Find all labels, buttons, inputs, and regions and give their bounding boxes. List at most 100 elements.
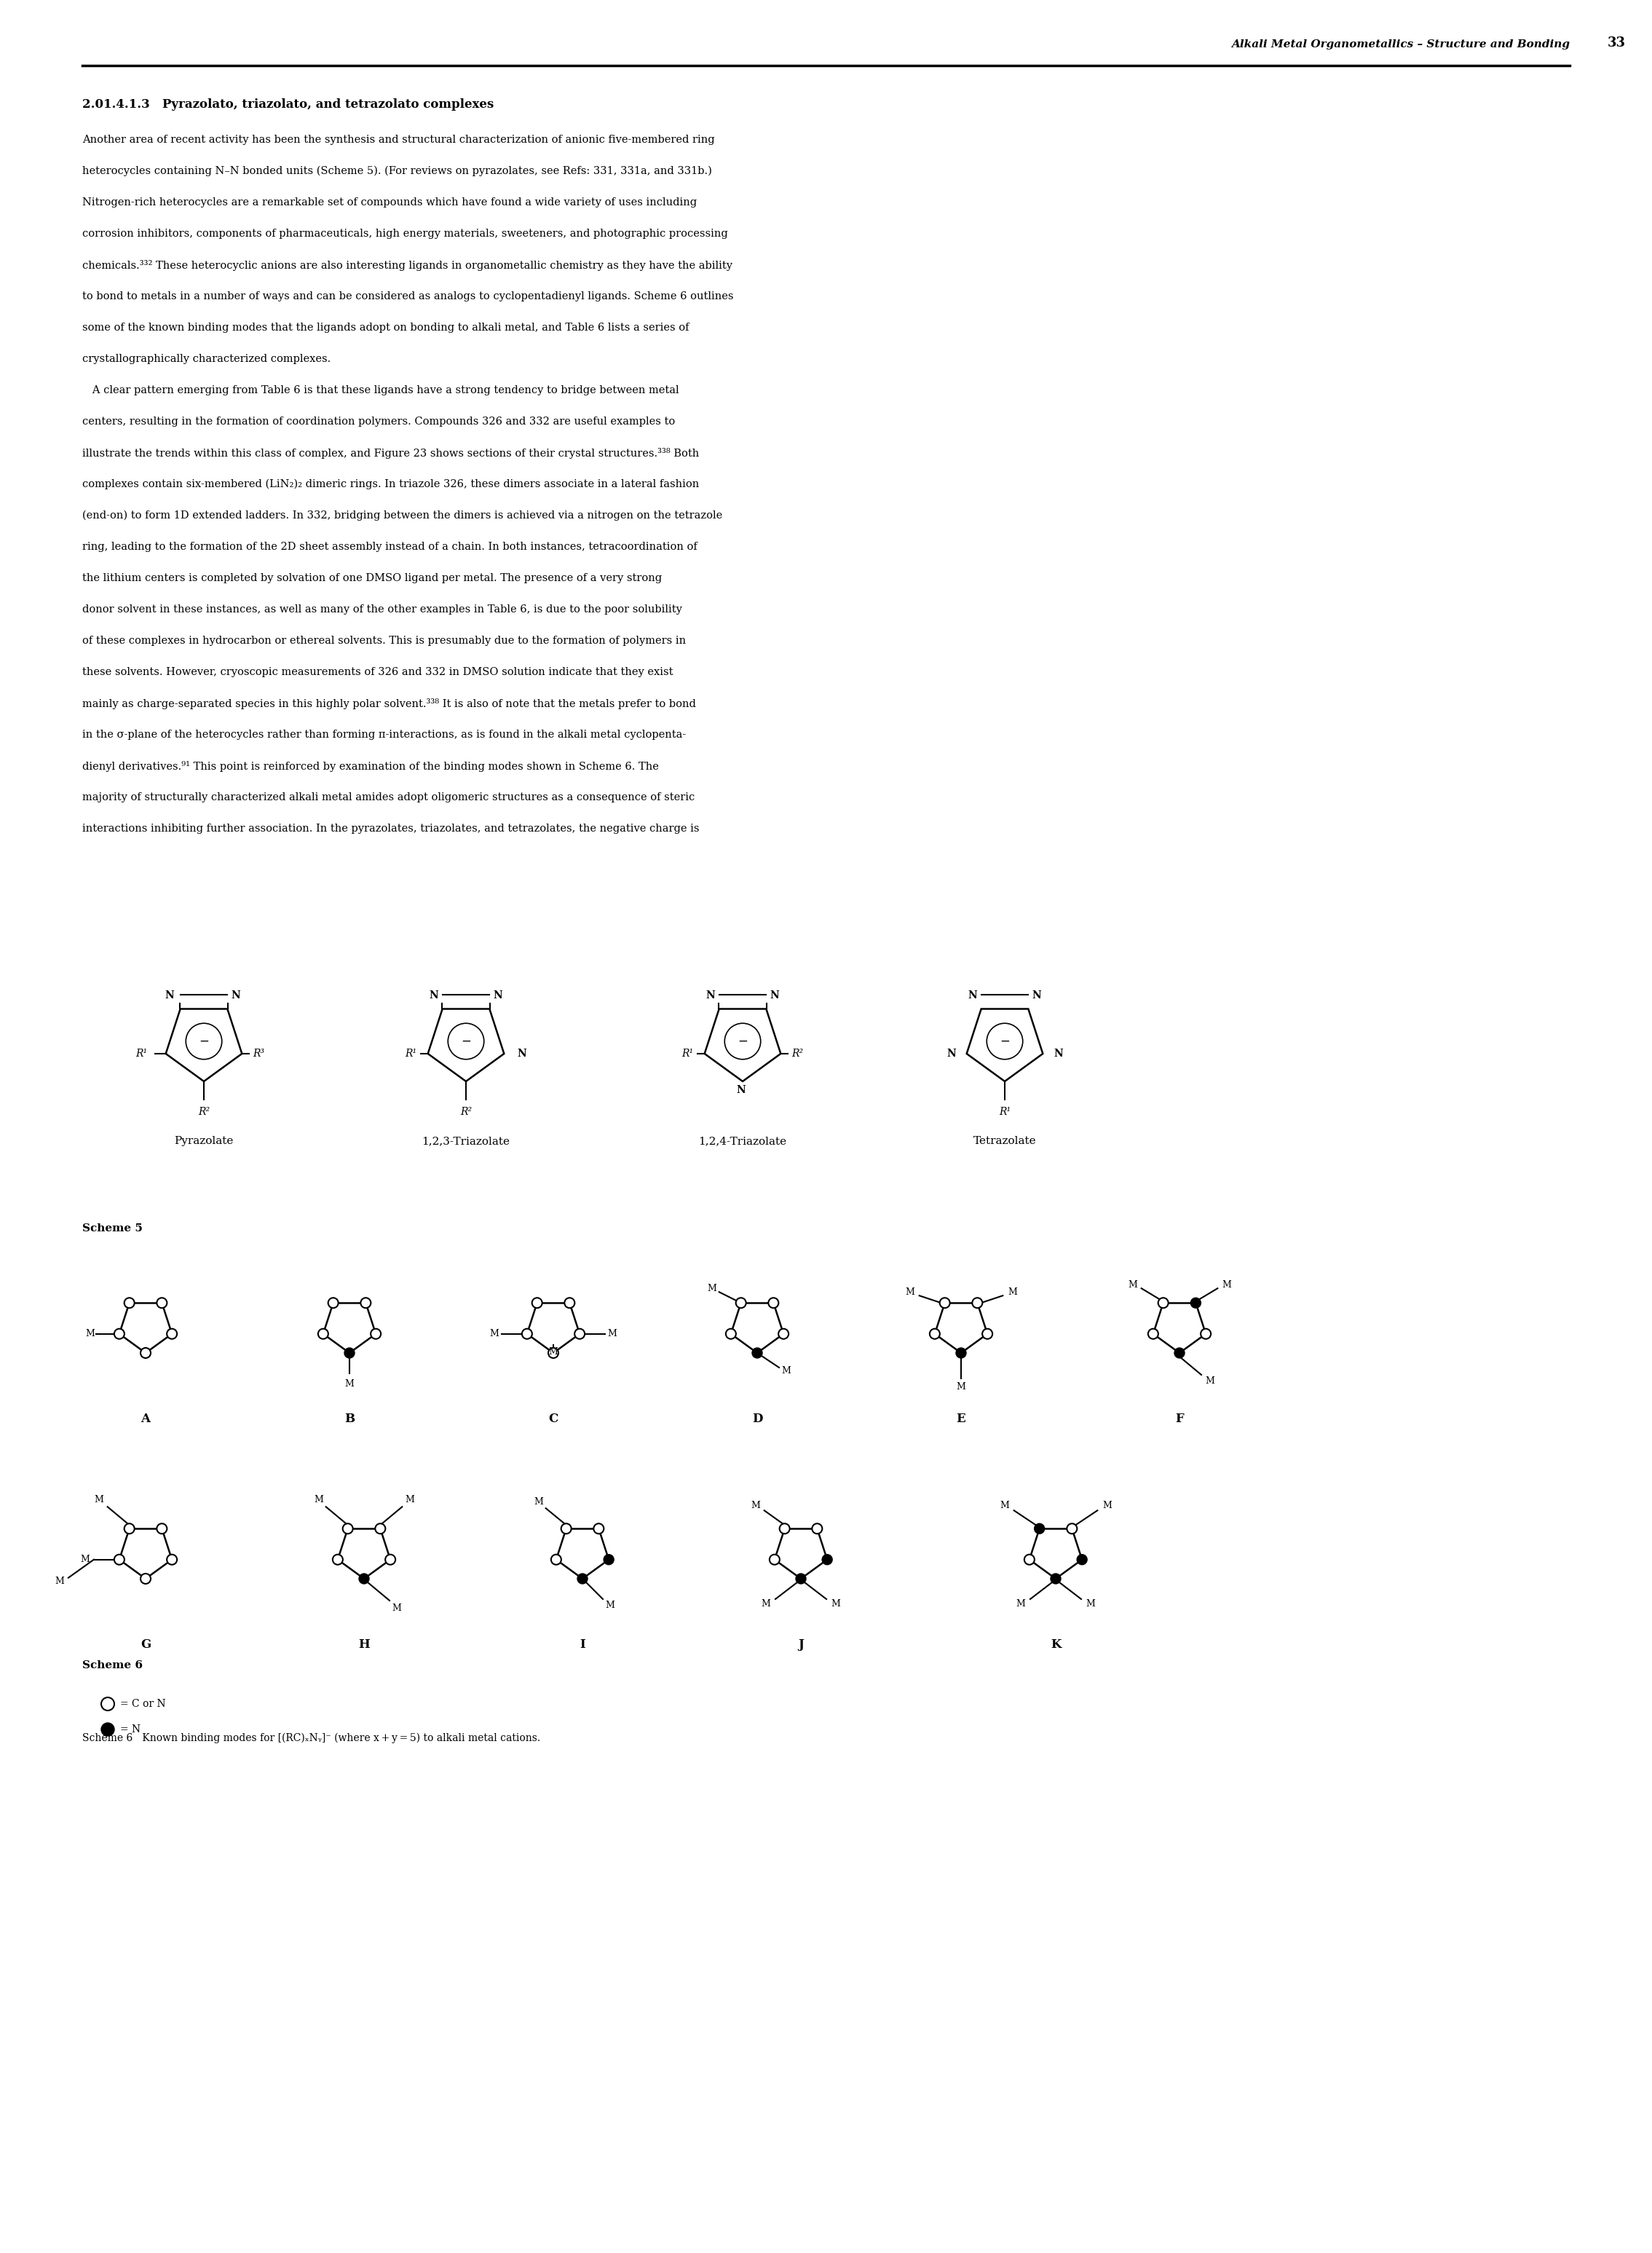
Text: −: −: [198, 1034, 208, 1048]
Text: R¹: R¹: [682, 1048, 694, 1059]
Text: Scheme 6   Known binding modes for [(RC)ₓNᵧ]⁻ (where x + y = 5) to alkali metal : Scheme 6 Known binding modes for [(RC)ₓN…: [83, 1733, 540, 1744]
Circle shape: [157, 1298, 167, 1309]
Circle shape: [575, 1329, 585, 1338]
Circle shape: [770, 1555, 780, 1564]
Circle shape: [167, 1329, 177, 1338]
Text: to bond to metals in a number of ways and can be considered as analogs to cyclop: to bond to metals in a number of ways an…: [83, 291, 733, 302]
Text: M: M: [905, 1286, 915, 1298]
Text: 1,2,3-Triazolate: 1,2,3-Triazolate: [421, 1136, 510, 1147]
Text: E: E: [957, 1413, 966, 1426]
Circle shape: [562, 1523, 572, 1534]
Text: M: M: [831, 1600, 841, 1609]
Text: M: M: [1221, 1280, 1231, 1289]
Text: 2.01.4.1.3   Pyrazolato, triazolato, and tetrazolato complexes: 2.01.4.1.3 Pyrazolato, triazolato, and t…: [83, 99, 494, 110]
Text: A: A: [140, 1413, 150, 1426]
Text: interactions inhibiting further association. In the pyrazolates, triazolates, an: interactions inhibiting further associat…: [83, 825, 699, 834]
Circle shape: [114, 1329, 124, 1338]
Text: Tetrazolate: Tetrazolate: [973, 1136, 1036, 1147]
Circle shape: [930, 1329, 940, 1338]
Circle shape: [114, 1555, 124, 1564]
Text: B: B: [344, 1413, 355, 1426]
Circle shape: [101, 1697, 114, 1710]
Text: M: M: [489, 1329, 499, 1338]
Text: M: M: [1085, 1600, 1095, 1609]
Circle shape: [329, 1298, 339, 1309]
Circle shape: [124, 1298, 134, 1309]
Circle shape: [735, 1298, 747, 1309]
Text: M: M: [762, 1600, 770, 1609]
Circle shape: [532, 1298, 542, 1309]
Circle shape: [344, 1347, 355, 1359]
Circle shape: [1024, 1555, 1034, 1564]
Text: R²: R²: [198, 1106, 210, 1117]
Text: N: N: [165, 989, 175, 1000]
Text: M: M: [534, 1496, 544, 1507]
Circle shape: [577, 1573, 588, 1584]
Text: dienyl derivatives.⁹¹ This point is reinforced by examination of the binding mod: dienyl derivatives.⁹¹ This point is rein…: [83, 762, 659, 773]
Text: Pyrazolate: Pyrazolate: [173, 1136, 233, 1147]
Circle shape: [778, 1329, 788, 1338]
Text: M: M: [86, 1329, 94, 1338]
Circle shape: [1201, 1329, 1211, 1338]
Text: −: −: [461, 1034, 471, 1048]
Text: A clear pattern emerging from Table 6 is that these ligands have a strong tenden: A clear pattern emerging from Table 6 is…: [83, 385, 679, 397]
Text: M: M: [1016, 1600, 1026, 1609]
Circle shape: [319, 1329, 329, 1338]
Text: M: M: [608, 1329, 618, 1338]
Text: N: N: [1032, 989, 1041, 1000]
Text: N: N: [737, 1086, 745, 1095]
Circle shape: [548, 1347, 558, 1359]
Text: some of the known binding modes that the ligands adopt on bonding to alkali meta: some of the known binding modes that the…: [83, 322, 689, 333]
Circle shape: [157, 1523, 167, 1534]
Text: M: M: [1206, 1377, 1214, 1386]
Text: N: N: [947, 1048, 957, 1059]
Circle shape: [140, 1347, 150, 1359]
Text: N: N: [770, 989, 780, 1000]
Text: complexes contain six-membered (LiN₂)₂ dimeric rings. In triazole 326, these dim: complexes contain six-membered (LiN₂)₂ d…: [83, 480, 699, 489]
Text: M: M: [314, 1494, 324, 1505]
Text: N: N: [430, 989, 439, 1000]
Circle shape: [565, 1298, 575, 1309]
Text: M: M: [405, 1494, 415, 1505]
Text: N: N: [1054, 1048, 1062, 1059]
Text: M: M: [750, 1500, 760, 1510]
Text: M: M: [957, 1383, 966, 1392]
Text: Scheme 6: Scheme 6: [83, 1660, 142, 1669]
Circle shape: [593, 1523, 605, 1534]
Circle shape: [375, 1523, 385, 1534]
Text: M: M: [999, 1500, 1009, 1510]
Text: = C or N: = C or N: [121, 1699, 165, 1710]
Text: 1,2,4-Triazolate: 1,2,4-Triazolate: [699, 1136, 786, 1147]
Circle shape: [813, 1523, 823, 1534]
Text: 33: 33: [1607, 36, 1626, 50]
Text: M: M: [1102, 1500, 1112, 1510]
Circle shape: [360, 1298, 370, 1309]
Circle shape: [823, 1555, 833, 1564]
Text: M: M: [707, 1284, 717, 1293]
Text: mainly as charge-separated species in this highly polar solvent.³³⁸ It is also o: mainly as charge-separated species in th…: [83, 698, 695, 710]
Circle shape: [768, 1298, 778, 1309]
Text: R¹: R¹: [405, 1048, 416, 1059]
Circle shape: [1158, 1298, 1168, 1309]
Text: chemicals.³³² These heterocyclic anions are also interesting ligands in organome: chemicals.³³² These heterocyclic anions …: [83, 259, 732, 270]
Circle shape: [370, 1329, 382, 1338]
Text: G: G: [140, 1638, 150, 1651]
Text: M: M: [605, 1602, 615, 1611]
Circle shape: [342, 1523, 354, 1534]
Text: K: K: [1051, 1638, 1061, 1651]
Text: in the σ-plane of the heterocycles rather than forming π-interactions, as is fou: in the σ-plane of the heterocycles rathe…: [83, 730, 686, 739]
Text: corrosion inhibitors, components of pharmaceuticals, high energy materials, swee: corrosion inhibitors, components of phar…: [83, 228, 729, 239]
Text: donor solvent in these instances, as well as many of the other examples in Table: donor solvent in these instances, as wel…: [83, 604, 682, 615]
Circle shape: [358, 1573, 368, 1584]
Text: R¹: R¹: [135, 1048, 147, 1059]
Text: crystallographically characterized complexes.: crystallographically characterized compl…: [83, 354, 330, 365]
Text: M: M: [345, 1379, 354, 1390]
Circle shape: [752, 1347, 762, 1359]
Text: illustrate the trends within this class of complex, and Figure 23 shows sections: illustrate the trends within this class …: [83, 448, 699, 460]
Text: ring, leading to the formation of the 2D sheet assembly instead of a chain. In b: ring, leading to the formation of the 2D…: [83, 541, 697, 552]
Circle shape: [1051, 1573, 1061, 1584]
Text: M: M: [55, 1577, 64, 1586]
Text: R¹: R¹: [999, 1106, 1011, 1117]
Text: Another area of recent activity has been the synthesis and structural characteri: Another area of recent activity has been…: [83, 135, 715, 144]
Circle shape: [973, 1298, 983, 1309]
